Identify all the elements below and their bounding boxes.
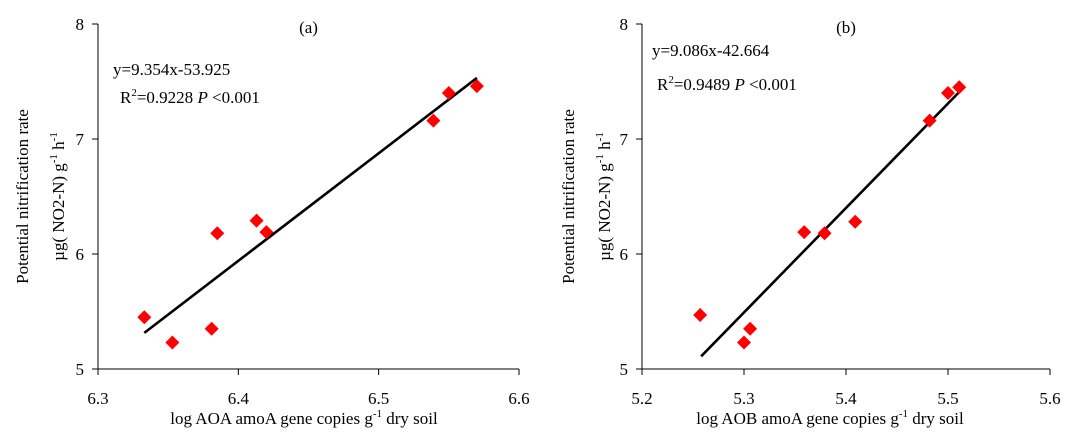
panel-b-x-label-main: log AOB amoA gene copies g (696, 409, 899, 428)
panel-a-r2-value: =0.9228 (137, 88, 198, 107)
panel-b-y-label-unit: µg( NO2-N) g (595, 163, 614, 261)
panel-b-x-tick-label: 5.4 (835, 389, 857, 408)
panel-a-p-value: <0.001 (208, 88, 260, 107)
panel-a-r2-annotation: R2=0.9228 P <0.001 (120, 87, 260, 107)
panel-a-r2-label: R (120, 88, 132, 107)
panel-a-y-tick-label: 7 (76, 130, 85, 149)
panel-b-data-point (737, 335, 751, 350)
panel-a: 5 6 7 8 6.3 6.4 6.5 6.6 (a) y=9.354x-53.925 R2=0.9… (13, 15, 530, 428)
panel-b-y-tick-label: 5 (620, 360, 629, 379)
panel-b-equation: y=9.086x-42.664 (652, 41, 770, 60)
panel-b-x-tick-label: 5.2 (631, 389, 652, 408)
panel-a-data-point (210, 226, 225, 241)
panel-b-p-symbol: P (733, 75, 744, 94)
panel-a-data-point (249, 213, 264, 228)
panel-a-y-label-exp2: -1 (48, 132, 60, 141)
panel-b-y-tick-label: 6 (620, 245, 629, 264)
panel-b-data-point (817, 226, 832, 241)
panel-a-x-label-exp: -1 (373, 408, 382, 420)
panel-b-y-tick-label: 8 (620, 15, 629, 34)
panel-a-y-axis-label-line2: µg( NO2-N) g-1 h-1 (48, 132, 68, 261)
panel-b-y-label-exp2: -1 (594, 132, 606, 141)
panel-a-y-tick-label: 5 (76, 360, 85, 379)
panel-b-y-axis-label-line2: µg( NO2-N) g-1 h-1 (594, 132, 614, 261)
panel-b-x-axis-label: log AOB amoA gene copies g-1 dry soil (696, 408, 964, 428)
panel-a-x-tick-label: 6.5 (368, 389, 389, 408)
panel-b-y-label-h: h (595, 141, 614, 154)
panel-a-x-axis-label: log AOA amoA gene copies g-1 dry soil (170, 408, 438, 428)
panel-a-y-label-h: h (49, 141, 68, 154)
panel-b: 5 6 7 8 5.2 5.3 5.4 5.5 5.6 (b) y=9.086x-42.664 R2=… (559, 15, 1061, 428)
panel-a-data-point (441, 86, 456, 100)
panel-b-p-value: <0.001 (745, 75, 797, 94)
panel-b-r2-value: =0.9489 (674, 75, 735, 94)
panel-a-y-axis-label-line1: Potential nitrification rate (13, 109, 32, 284)
panel-a-y-label-exp1: -1 (48, 154, 60, 163)
panel-a-equation: y=9.354x-53.925 (113, 60, 230, 79)
panel-b-x-tick-label: 5.5 (937, 389, 958, 408)
panel-b-y-label-exp1: -1 (594, 154, 606, 163)
panel-a-p-symbol: P (196, 88, 207, 107)
panel-b-x-tick-label: 5.3 (733, 389, 754, 408)
panel-a-data-point (426, 113, 441, 128)
panel-a-regression-line (143, 76, 478, 334)
panel-b-data-point (693, 307, 708, 322)
panel-b-data-point (941, 86, 955, 100)
panel-a-y-label-unit: µg( NO2-N) g (49, 163, 68, 261)
panel-a-r2-exponent: 2 (131, 87, 137, 99)
panel-a-y-tick-label: 8 (76, 15, 85, 34)
panel-b-x-label-tail: dry soil (908, 409, 964, 428)
panel-b-r2-label: R (657, 75, 669, 94)
panel-b-panel-label: (b) (836, 18, 856, 37)
panel-a-y-tick-label: 6 (76, 245, 85, 264)
panel-a-x-tick-label: 6.6 (508, 389, 529, 408)
panel-a-data-point (204, 321, 219, 336)
panel-b-x-label-exp: -1 (899, 408, 908, 420)
panel-b-data-point (797, 225, 812, 240)
panel-b-r2-annotation: R2=0.9489 P <0.001 (657, 74, 797, 94)
panel-a-x-label-main: log AOA amoA gene copies g (170, 409, 373, 428)
panel-a-x-tick-label: 6.3 (87, 389, 108, 408)
panel-a-data-point (259, 225, 274, 240)
panel-a-data-point (469, 79, 484, 94)
panel-a-x-label-tail: dry soil (382, 409, 438, 428)
panel-b-r2-exponent: 2 (668, 74, 674, 86)
panel-a-data-point (137, 310, 152, 325)
panel-b-y-axis-label-line1: Potential nitrification rate (559, 109, 578, 284)
panel-a-x-tick-label: 6.4 (228, 389, 250, 408)
panel-b-data-point (743, 321, 758, 336)
panel-b-data-point (848, 214, 863, 229)
panel-a-panel-label: (a) (299, 18, 318, 37)
panel-b-y-tick-label: 7 (620, 130, 629, 149)
panel-b-regression-line (700, 91, 961, 358)
panel-b-x-tick-label: 5.6 (1039, 389, 1060, 408)
panel-b-data-point (922, 113, 937, 128)
panel-a-data-point (165, 335, 180, 350)
panel-b-data-point (952, 80, 967, 95)
